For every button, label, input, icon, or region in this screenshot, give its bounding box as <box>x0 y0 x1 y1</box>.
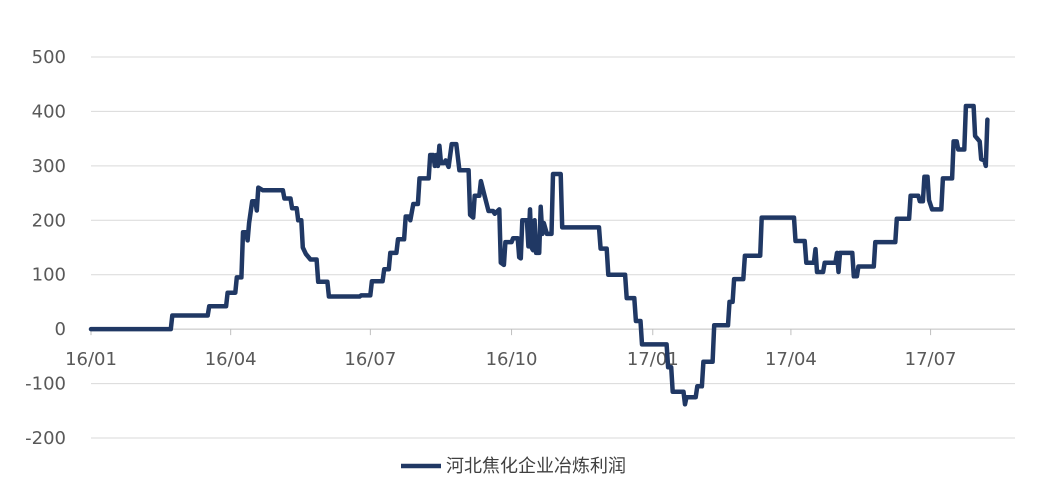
y-tick-label: -100 <box>25 374 66 395</box>
y-tick-label: 300 <box>32 156 66 177</box>
y-tick-label: 500 <box>32 47 66 68</box>
x-tick-label: 16/07 <box>344 349 396 370</box>
y-axis: -200 -100 0 100 200 300 400 500 <box>25 47 66 449</box>
gridlines <box>91 56 1015 439</box>
series-line <box>88 103 990 407</box>
y-tick-label: 400 <box>32 101 66 122</box>
x-tick-label: 17/04 <box>765 349 817 370</box>
legend-label: 河北焦化企业冶炼利润 <box>446 456 626 477</box>
y-tick-label: 0 <box>55 319 66 340</box>
x-axis: 16/01 16/04 16/07 16/10 17/01 17/04 17/07 <box>65 328 1015 370</box>
y-tick-label: 100 <box>32 265 66 286</box>
x-tick-label: 16/01 <box>65 349 117 370</box>
x-tick-label: 17/07 <box>905 349 957 370</box>
x-tick-label: 16/10 <box>486 349 538 370</box>
legend: 河北焦化企业冶炼利润 <box>401 456 626 477</box>
y-tick-label: 200 <box>32 210 66 231</box>
y-tick-label: -200 <box>25 428 66 449</box>
x-tick-label: 16/04 <box>205 349 257 370</box>
